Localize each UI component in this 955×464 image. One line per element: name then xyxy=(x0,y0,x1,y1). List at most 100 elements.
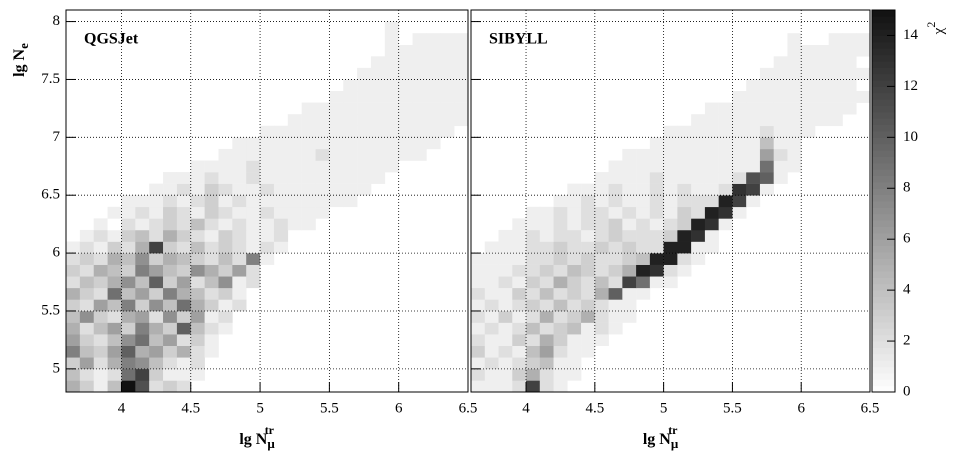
colorbar-strip xyxy=(872,143,895,151)
cell xyxy=(176,218,192,231)
cell xyxy=(66,380,81,393)
cell xyxy=(107,206,122,219)
cell xyxy=(149,195,164,208)
cell xyxy=(498,357,513,370)
cell xyxy=(107,264,122,277)
cell xyxy=(691,137,706,150)
colorbar-strip xyxy=(872,99,895,106)
cell xyxy=(454,56,469,69)
cell xyxy=(149,206,164,219)
colorbar-strip xyxy=(872,22,895,30)
cell xyxy=(232,241,247,254)
cell xyxy=(594,253,609,265)
cell xyxy=(398,137,413,150)
cell xyxy=(677,160,692,173)
cell xyxy=(176,264,192,277)
cell xyxy=(594,310,609,323)
cell xyxy=(176,172,192,184)
cell xyxy=(608,218,623,231)
cell xyxy=(232,148,247,161)
cell xyxy=(149,380,164,393)
cell xyxy=(553,287,568,300)
cell xyxy=(704,125,719,138)
cell xyxy=(370,114,386,127)
cell xyxy=(746,114,761,127)
cell xyxy=(107,218,122,231)
cell xyxy=(66,322,81,335)
cell xyxy=(232,172,247,184)
cell xyxy=(649,148,664,161)
cell xyxy=(426,91,441,103)
cell xyxy=(746,148,761,161)
cell xyxy=(149,345,164,358)
cell xyxy=(512,287,527,300)
cell xyxy=(512,299,527,312)
colorbar-strip xyxy=(872,372,895,380)
cell xyxy=(732,195,747,208)
cell xyxy=(718,137,733,150)
cell xyxy=(176,206,192,219)
cell xyxy=(512,345,527,358)
cell xyxy=(329,125,344,138)
cell xyxy=(526,310,541,323)
cell xyxy=(426,125,441,138)
cell xyxy=(121,218,136,231)
cell xyxy=(663,253,678,265)
cell xyxy=(454,79,469,92)
cell xyxy=(412,56,427,69)
cell xyxy=(649,195,664,208)
colorbar-strip xyxy=(872,341,895,348)
cell xyxy=(704,195,719,208)
axis-label-main: lg N xyxy=(11,48,28,76)
cell xyxy=(649,264,664,277)
cell xyxy=(636,276,651,289)
cell xyxy=(636,287,651,300)
x-tick-label: 4.5 xyxy=(181,400,200,416)
cell xyxy=(526,264,541,277)
cell xyxy=(135,241,150,254)
cell xyxy=(526,368,541,381)
cell xyxy=(384,56,399,69)
cell xyxy=(856,33,871,46)
cell xyxy=(622,148,637,161)
cell xyxy=(370,56,386,69)
cell xyxy=(746,183,761,196)
colorbar-strip xyxy=(872,130,895,138)
cell xyxy=(329,102,344,115)
cell xyxy=(498,229,513,242)
cell xyxy=(842,33,857,46)
cell xyxy=(759,125,774,138)
cell xyxy=(232,299,247,312)
cell xyxy=(343,91,358,103)
cell xyxy=(608,160,623,173)
cell xyxy=(287,148,302,161)
cell xyxy=(512,334,527,346)
cell xyxy=(801,79,816,92)
cell xyxy=(636,206,651,219)
cell xyxy=(440,56,455,69)
cell xyxy=(526,380,541,393)
x-tick-label: 5 xyxy=(256,400,264,416)
cell xyxy=(677,241,692,254)
cell xyxy=(398,79,413,92)
cell xyxy=(801,67,816,80)
cell xyxy=(581,206,596,219)
cell xyxy=(471,310,486,323)
cell xyxy=(176,253,192,265)
cell xyxy=(204,334,219,346)
cell xyxy=(663,137,678,150)
y-tick-label: 6 xyxy=(53,245,61,261)
cell xyxy=(135,229,150,242)
cell xyxy=(828,33,843,46)
x-tick-label: 6 xyxy=(797,400,805,416)
cell xyxy=(176,345,192,358)
cell xyxy=(204,299,219,312)
cell xyxy=(663,264,678,277)
colorbar-strip xyxy=(872,347,895,355)
cell xyxy=(484,380,499,393)
cell xyxy=(329,172,344,184)
cell xyxy=(121,241,136,254)
cell xyxy=(398,148,413,161)
cell xyxy=(412,148,427,161)
